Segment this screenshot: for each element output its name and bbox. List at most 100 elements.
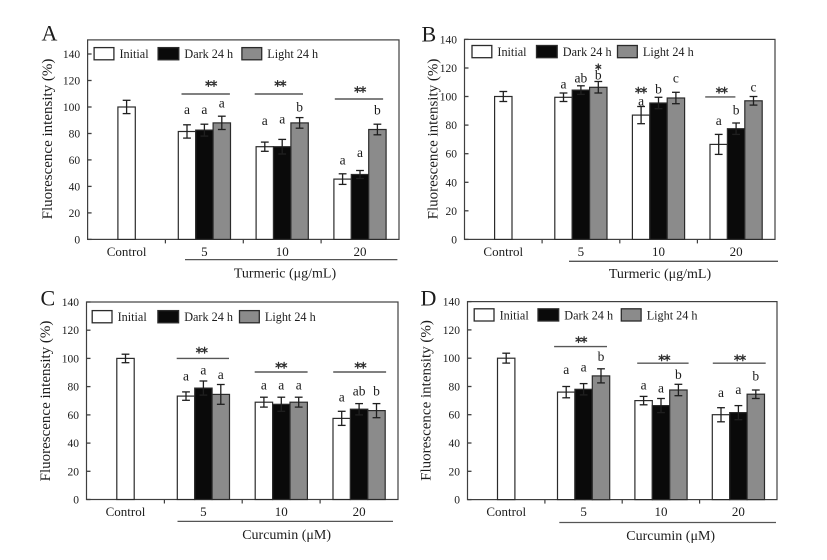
svg-text:80: 80 bbox=[69, 129, 81, 141]
svg-text:Light 24 h: Light 24 h bbox=[265, 310, 316, 324]
svg-text:b: b bbox=[373, 384, 380, 399]
svg-text:140: 140 bbox=[62, 297, 80, 309]
svg-text:a: a bbox=[296, 377, 302, 392]
svg-text:Initial: Initial bbox=[118, 310, 148, 324]
svg-text:a: a bbox=[183, 369, 189, 384]
svg-text:a: a bbox=[641, 378, 647, 393]
svg-text:b: b bbox=[675, 367, 682, 382]
svg-text:b: b bbox=[752, 369, 759, 384]
svg-text:c: c bbox=[751, 80, 757, 95]
svg-text:60: 60 bbox=[68, 410, 80, 422]
svg-text:0: 0 bbox=[74, 234, 80, 246]
svg-text:a: a bbox=[581, 360, 587, 375]
svg-text:10: 10 bbox=[276, 244, 289, 259]
svg-text:10: 10 bbox=[275, 504, 288, 519]
svg-text:Fluorescence intensity (%): Fluorescence intensity (%) bbox=[40, 59, 56, 220]
svg-text:0: 0 bbox=[73, 495, 79, 507]
svg-text:a: a bbox=[735, 382, 741, 397]
svg-text:80: 80 bbox=[449, 382, 461, 394]
svg-text:a: a bbox=[279, 112, 285, 127]
svg-text:Dark 24 h: Dark 24 h bbox=[563, 45, 612, 59]
svg-text:80: 80 bbox=[68, 382, 80, 394]
svg-text:40: 40 bbox=[69, 181, 81, 193]
svg-text:100: 100 bbox=[443, 353, 461, 365]
svg-text:a: a bbox=[201, 102, 207, 117]
svg-text:140: 140 bbox=[443, 297, 461, 309]
svg-text:a: a bbox=[261, 377, 267, 392]
svg-text:a: a bbox=[200, 362, 206, 377]
svg-text:60: 60 bbox=[446, 149, 458, 161]
svg-text:5: 5 bbox=[580, 504, 587, 519]
svg-text:Fluorescence intensity (%): Fluorescence intensity (%) bbox=[419, 320, 435, 481]
svg-text:b: b bbox=[733, 102, 740, 117]
svg-text:c: c bbox=[673, 71, 679, 86]
svg-text:Control: Control bbox=[106, 504, 146, 519]
svg-text:Control: Control bbox=[486, 504, 526, 519]
svg-text:Curcumin (μM): Curcumin (μM) bbox=[242, 528, 331, 543]
svg-text:40: 40 bbox=[449, 438, 461, 450]
svg-text:a: a bbox=[658, 381, 664, 396]
svg-text:120: 120 bbox=[440, 63, 458, 75]
svg-text:5: 5 bbox=[578, 244, 585, 259]
svg-text:20: 20 bbox=[449, 466, 461, 478]
svg-text:10: 10 bbox=[655, 504, 668, 519]
svg-text:20: 20 bbox=[353, 504, 366, 519]
svg-text:Initial: Initial bbox=[500, 308, 530, 322]
svg-text:a: a bbox=[638, 93, 644, 108]
svg-text:0: 0 bbox=[454, 495, 460, 507]
svg-text:Control: Control bbox=[107, 244, 147, 259]
svg-text:Dark 24 h: Dark 24 h bbox=[184, 47, 233, 61]
svg-text:B: B bbox=[422, 22, 437, 47]
svg-text:b: b bbox=[296, 99, 303, 114]
svg-text:120: 120 bbox=[443, 325, 461, 337]
svg-text:C: C bbox=[41, 286, 56, 311]
svg-text:Light 24 h: Light 24 h bbox=[647, 308, 698, 322]
svg-text:60: 60 bbox=[69, 155, 81, 167]
svg-text:b: b bbox=[374, 102, 381, 117]
svg-text:a: a bbox=[718, 385, 724, 400]
svg-text:Curcumin (μM): Curcumin (μM) bbox=[626, 529, 715, 544]
svg-text:20: 20 bbox=[730, 244, 743, 259]
svg-text:Initial: Initial bbox=[497, 45, 527, 59]
svg-text:100: 100 bbox=[62, 353, 80, 365]
svg-text:ab: ab bbox=[353, 384, 366, 399]
svg-text:Control: Control bbox=[483, 244, 523, 259]
svg-text:a: a bbox=[716, 113, 722, 128]
svg-text:Turmeric (μg/mL): Turmeric (μg/mL) bbox=[234, 267, 337, 282]
svg-text:20: 20 bbox=[69, 208, 81, 220]
svg-text:b: b bbox=[595, 68, 602, 83]
svg-text:a: a bbox=[563, 362, 569, 377]
svg-text:a: a bbox=[340, 152, 346, 167]
svg-text:a: a bbox=[262, 113, 268, 128]
svg-text:a: a bbox=[357, 145, 363, 160]
svg-text:a: a bbox=[561, 77, 567, 92]
svg-text:80: 80 bbox=[446, 120, 458, 132]
svg-text:120: 120 bbox=[63, 76, 81, 88]
svg-text:Fluorescence intensity (%): Fluorescence intensity (%) bbox=[425, 59, 441, 220]
svg-text:40: 40 bbox=[446, 177, 458, 189]
svg-text:60: 60 bbox=[449, 410, 461, 422]
svg-text:120: 120 bbox=[62, 325, 80, 337]
svg-text:0: 0 bbox=[451, 234, 457, 246]
svg-text:Light 24 h: Light 24 h bbox=[643, 45, 694, 59]
svg-text:a: a bbox=[339, 390, 345, 405]
svg-text:Initial: Initial bbox=[120, 47, 150, 61]
svg-text:10: 10 bbox=[652, 244, 665, 259]
svg-text:5: 5 bbox=[200, 504, 207, 519]
svg-text:Dark 24 h: Dark 24 h bbox=[564, 308, 613, 322]
svg-text:20: 20 bbox=[354, 244, 367, 259]
svg-text:20: 20 bbox=[446, 206, 458, 218]
svg-text:Light 24 h: Light 24 h bbox=[267, 47, 318, 61]
svg-text:Dark 24 h: Dark 24 h bbox=[184, 310, 233, 324]
svg-text:A: A bbox=[42, 21, 58, 46]
svg-text:D: D bbox=[421, 286, 437, 311]
svg-text:100: 100 bbox=[440, 92, 458, 104]
svg-text:5: 5 bbox=[201, 244, 208, 259]
svg-text:40: 40 bbox=[68, 438, 80, 450]
svg-text:100: 100 bbox=[63, 102, 81, 114]
svg-text:a: a bbox=[218, 367, 224, 382]
svg-text:ab: ab bbox=[575, 71, 588, 86]
svg-text:a: a bbox=[184, 102, 190, 117]
svg-text:20: 20 bbox=[732, 504, 745, 519]
svg-text:b: b bbox=[655, 81, 662, 96]
